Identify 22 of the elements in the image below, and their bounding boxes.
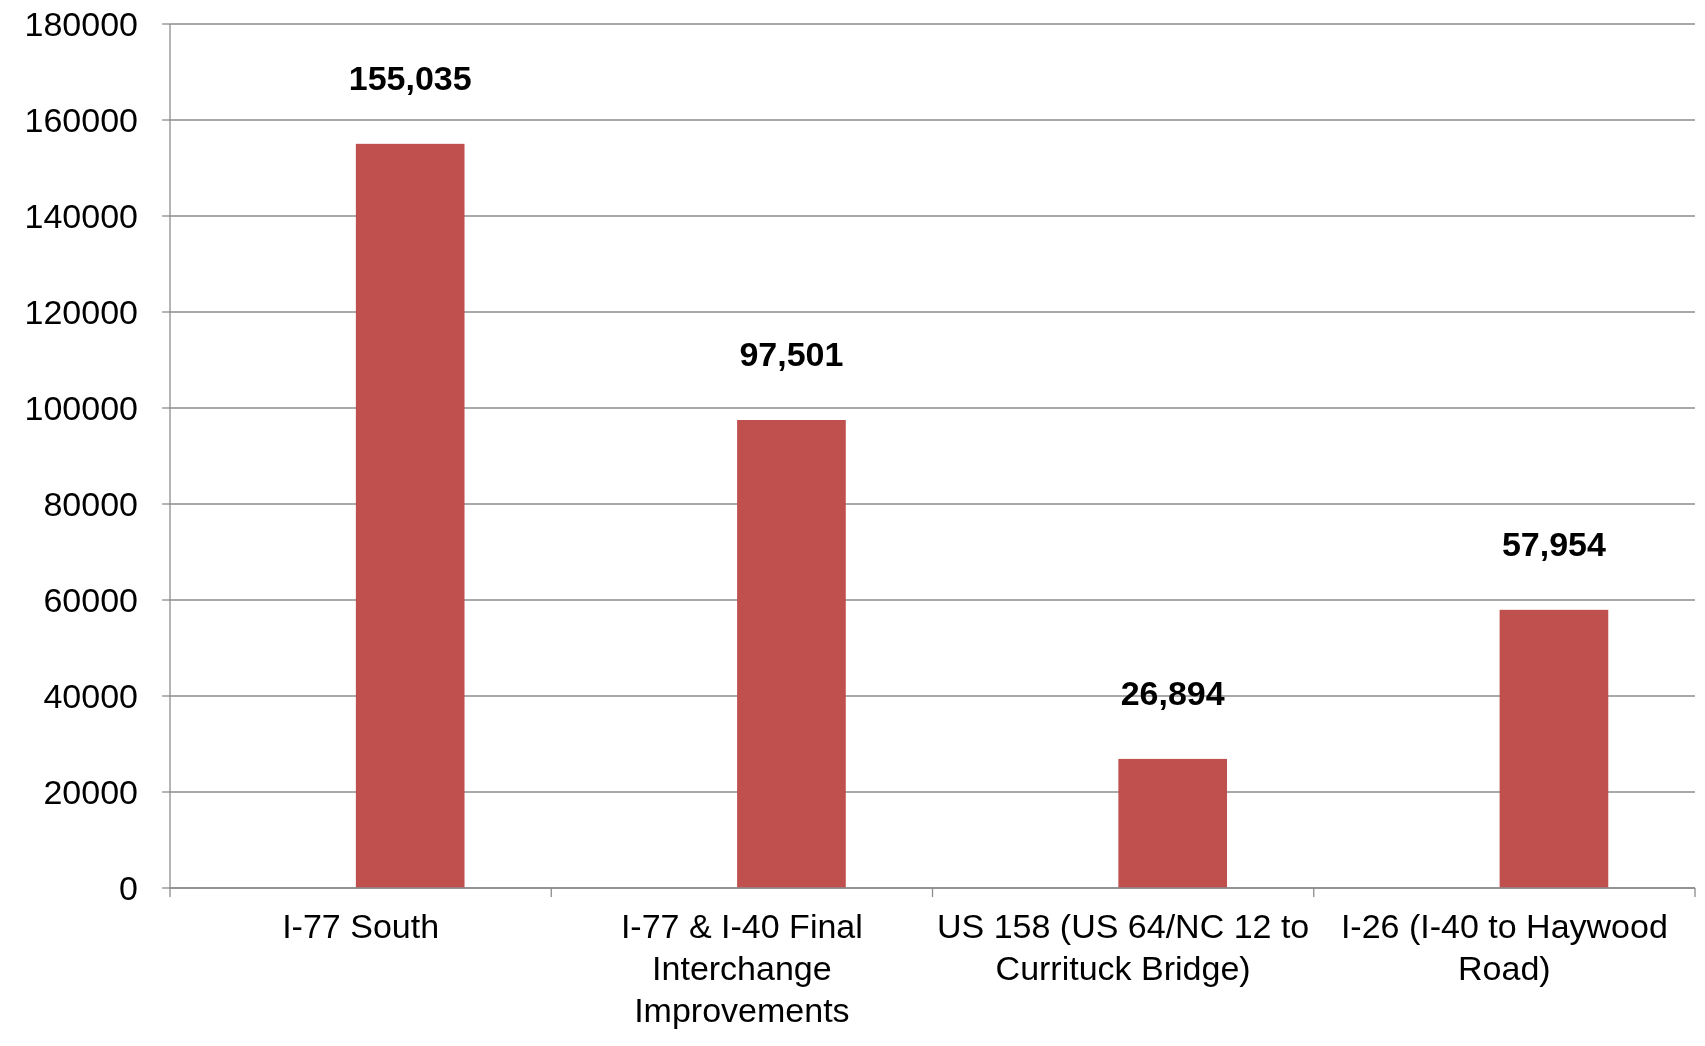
x-tick-label: US 158 (US 64/NC 12 to Currituck Bridge) — [936, 907, 1310, 987]
bar — [1499, 609, 1609, 888]
x-tick-label: I-77 South — [282, 907, 440, 945]
y-tick-label: 60000 — [43, 580, 138, 619]
y-tick-label: 40000 — [43, 676, 138, 715]
bar — [1118, 758, 1228, 888]
y-tick-label: 20000 — [43, 772, 138, 811]
y-tick-label: 180000 — [24, 4, 138, 43]
x-tick-label: I-77 & I-40 Final Interchange Improvements — [620, 907, 863, 1029]
data-label: 155,035 — [348, 58, 472, 97]
y-tick-label: 0 — [119, 868, 138, 907]
data-label: 97,501 — [739, 335, 844, 373]
y-tick-label: 140000 — [24, 196, 138, 235]
bar — [737, 420, 846, 888]
y-tick-label: 160000 — [24, 100, 138, 139]
data-label: 57,954 — [1501, 524, 1607, 563]
y-tick-label: 100000 — [24, 388, 138, 427]
y-tick-label: 80000 — [43, 484, 138, 523]
x-tick-label: I-26 (I-40 to Haywood Road) — [1340, 907, 1668, 987]
y-tick-label: 120000 — [24, 292, 138, 331]
bar — [355, 143, 465, 888]
data-label: 26,894 — [1120, 673, 1225, 712]
